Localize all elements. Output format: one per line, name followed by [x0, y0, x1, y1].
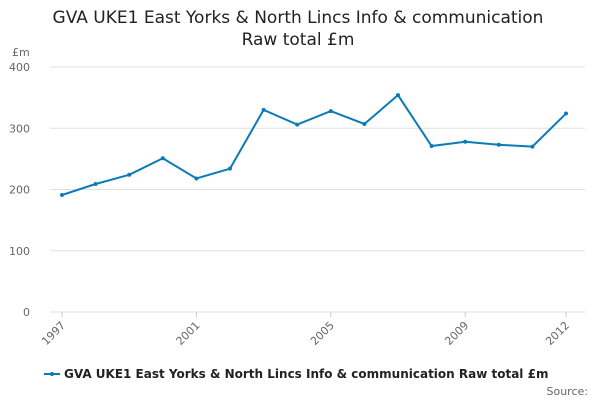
legend-label: GVA UKE1 East Yorks & North Lincs Info &…	[64, 367, 548, 381]
point	[530, 144, 535, 149]
y-tick-label: 400	[9, 61, 30, 74]
legend-swatch	[50, 372, 54, 376]
y-tick-label: 0	[23, 306, 30, 319]
point	[396, 93, 400, 98]
y-tick-label: 200	[9, 184, 30, 197]
point	[429, 144, 434, 149]
point	[93, 181, 98, 186]
point	[194, 176, 199, 181]
point	[463, 139, 468, 144]
y-tick-label: 300	[9, 122, 30, 135]
y-axis-label: £m	[12, 46, 30, 59]
x-tick-label: 2001	[174, 319, 203, 348]
source: Source:	[547, 385, 589, 398]
x-tick-label: 2009	[442, 319, 471, 348]
x-tick-label: 2005	[308, 319, 337, 348]
point	[295, 122, 300, 127]
point	[160, 156, 165, 161]
x-tick-label: 2012	[543, 319, 572, 348]
point	[328, 109, 333, 114]
series-line	[61, 93, 567, 196]
point	[228, 166, 232, 171]
point	[362, 121, 367, 126]
chart-title: GVA UKE1 East Yorks & North Lincs Info &…	[53, 8, 544, 28]
y-tick-label: 100	[9, 245, 30, 258]
point	[60, 193, 64, 198]
chart-title: Raw total £m	[242, 30, 355, 50]
point	[564, 111, 568, 116]
x-tick-label: 1997	[39, 319, 68, 348]
point	[261, 107, 266, 112]
point	[496, 142, 501, 147]
point	[127, 172, 132, 177]
